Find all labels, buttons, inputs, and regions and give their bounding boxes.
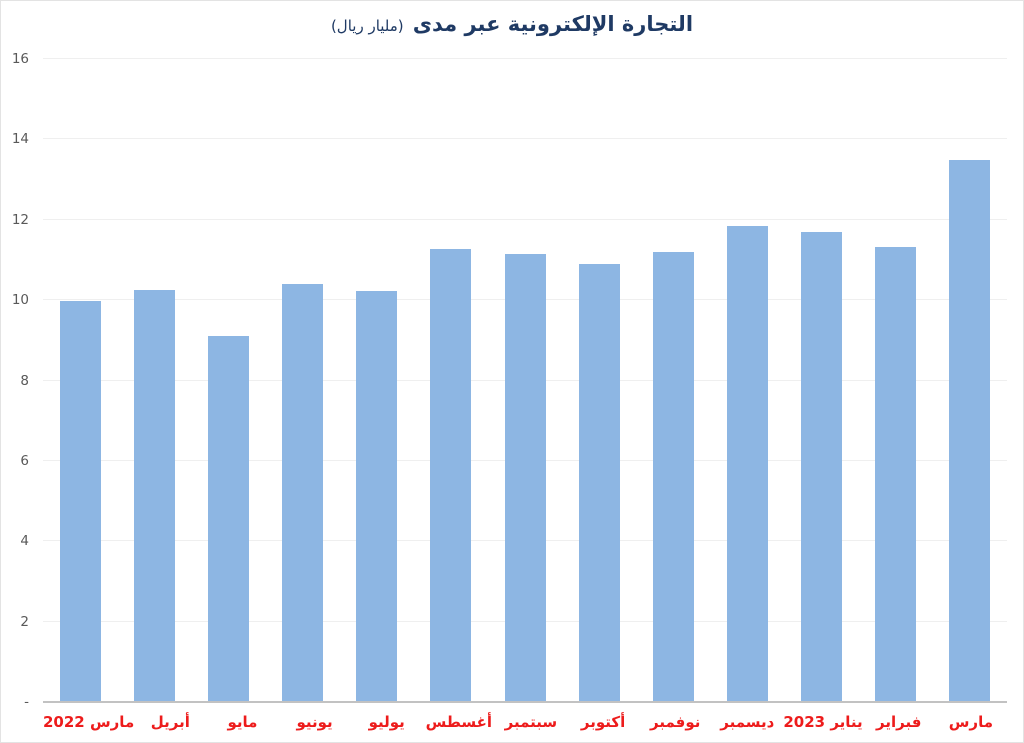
y-tick-label: 14: [11, 131, 29, 148]
x-tick-label: يوليو: [368, 713, 405, 731]
y-tick-label: 6: [20, 452, 29, 469]
bar-يونيو: [282, 284, 324, 702]
bar-slot: [414, 59, 488, 702]
bar-slot: [933, 59, 1007, 702]
bar-slot: [340, 59, 414, 702]
bar-ديسمبر: [726, 225, 768, 702]
y-tick-label: 10: [11, 292, 29, 309]
x-tick-label: مارس 2022: [43, 713, 135, 731]
bar-slot: [710, 59, 784, 702]
x-axis-labels: مارس 2022 أبريل مايو يونيو يوليو أغسطس سبتمبر أ…: [43, 708, 1007, 738]
bar-slot: [636, 59, 710, 702]
chart-title-unit: (مليار ريال): [330, 17, 404, 35]
bar-slot: [785, 59, 859, 702]
bar-slot: [43, 59, 117, 702]
x-tick-label: مايو: [227, 713, 258, 731]
bar-slot: [265, 59, 339, 702]
bar-نوفمبر: [652, 251, 694, 702]
chart-title-text: التجارة الإلكترونية عبر مدى: [412, 12, 694, 36]
x-tick-label: يناير 2023: [783, 713, 863, 731]
plot-area: [43, 58, 1007, 703]
bar-slot: [191, 59, 265, 702]
bars: [43, 59, 1007, 702]
bar-يوليو: [356, 291, 398, 702]
x-axis-line: [43, 701, 1007, 703]
x-tick-label: أبريل: [150, 713, 190, 731]
bar-فبراير: [875, 247, 917, 702]
bar-slot: [488, 59, 562, 702]
bar-slot: [562, 59, 636, 702]
gridline-14: [43, 138, 1007, 140]
y-tick-label: 16: [11, 51, 29, 67]
x-tick-label: فبراير: [876, 713, 922, 731]
bar-أكتوبر: [578, 264, 620, 702]
y-tick-label: 8: [20, 372, 29, 389]
x-tick-label: أغسطس: [425, 713, 493, 731]
y-tick-label: 2: [20, 613, 29, 630]
bar-سبتمبر: [504, 253, 546, 702]
bar-يناير 2023: [801, 231, 843, 702]
y-axis-labels: - 2 4 6 8 10 12 14 16: [1, 51, 31, 710]
bar-مايو: [207, 336, 249, 702]
x-tick-label: سبتمبر: [504, 713, 558, 731]
chart-title: التجارة الإلكترونية عبر مدى (مليار ريال): [1, 9, 1023, 41]
bar-slot: [859, 59, 933, 702]
x-tick-label: أكتوبر: [580, 713, 626, 731]
y-tick-label: -: [24, 694, 29, 710]
bar-أبريل: [133, 290, 175, 702]
y-tick-label: 12: [11, 211, 29, 228]
x-tick-label: مارس: [948, 713, 993, 731]
x-tick-label: يونيو: [296, 713, 333, 731]
x-tick-label: نوفمبر: [649, 713, 701, 731]
bar-slot: [117, 59, 191, 702]
x-tick-label: ديسمبر: [720, 713, 775, 731]
gridline-16: [43, 58, 1007, 59]
y-tick-label: 4: [20, 533, 29, 550]
bar-مارس 2022: [59, 301, 101, 702]
bar-مارس: [949, 159, 991, 702]
bar-أغسطس: [430, 248, 472, 702]
gridline-12: [43, 218, 1007, 220]
